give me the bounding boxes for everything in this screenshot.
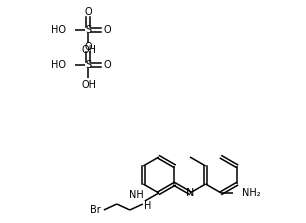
Text: O: O [103,60,111,70]
Text: HO: HO [51,60,66,70]
Text: NH: NH [129,190,144,200]
Text: Br: Br [90,205,101,215]
Text: OH: OH [81,80,96,90]
Text: NH₂: NH₂ [242,188,261,198]
Text: S: S [85,25,91,35]
Text: H: H [144,201,151,211]
Text: N: N [186,188,194,198]
Text: OH: OH [81,45,96,55]
Text: O: O [84,7,92,17]
Text: O: O [84,42,92,52]
Text: O: O [103,25,111,35]
Text: HO: HO [51,25,66,35]
Text: S: S [85,60,91,70]
